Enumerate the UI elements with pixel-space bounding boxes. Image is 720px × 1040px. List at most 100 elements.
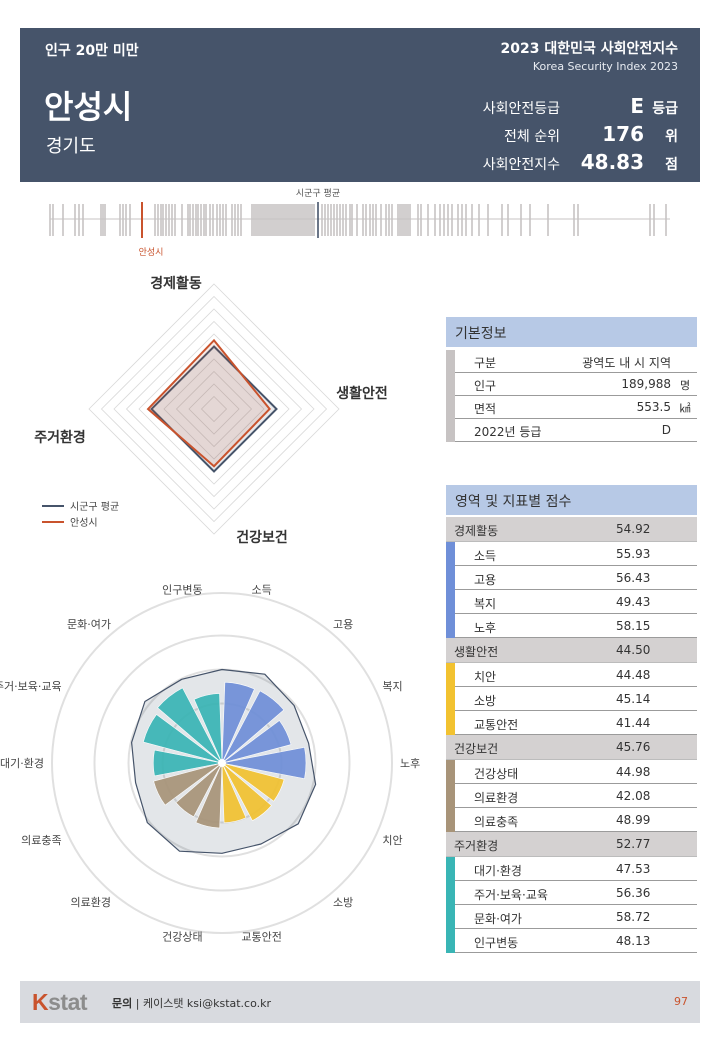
indicator-score: 44.48: [616, 668, 651, 682]
polar-bar: [142, 714, 223, 764]
radar-axis-economy: 경제활동: [150, 275, 202, 292]
polar-category-label: 치안: [382, 834, 402, 847]
indicator-score-row: 의료환경 42.08: [446, 784, 697, 808]
indicator-score-row: 주거·보육·교육 56.36: [446, 881, 697, 905]
polar-category-label: 노후: [400, 757, 420, 770]
domain-name: 경제활동: [454, 524, 499, 538]
domain-score: 44.50: [616, 643, 651, 657]
legend-avg-label: 시군구 평균: [70, 501, 119, 513]
kstat-logo: Kstat: [32, 989, 88, 1015]
polar-category-label: 소득: [251, 584, 271, 597]
domain-color-bar: [446, 687, 455, 711]
info-value: 553.5: [636, 400, 671, 414]
domain-color-bar: [446, 760, 455, 784]
polar-bar: [175, 762, 223, 818]
polar-category-label: 문화·여가: [67, 618, 111, 631]
indicator-score: 44.98: [616, 765, 651, 779]
domain-color-bar: [446, 663, 455, 687]
indicator-score: 45.14: [616, 692, 651, 706]
polar-category-label: 복지: [382, 680, 402, 693]
province-name: 경기도: [46, 136, 96, 157]
indicator-score-row: 문화·여가 58.72: [446, 905, 697, 929]
header-panel: 인구 20만 미만 2023 대한민국 사회안전지수 Korea Securit…: [20, 28, 700, 182]
radar-axis-housing: 주거환경: [34, 429, 86, 446]
footer: Kstat 문의 | 케이스탯 ksi@kstat.co.kr 97: [20, 981, 700, 1023]
overall-rank-label: 전체 순위: [504, 129, 560, 145]
polar-bar: [221, 681, 255, 764]
polar-category-label: 주거·보육·교육: [0, 680, 62, 693]
indicator-name: 소득: [474, 549, 497, 563]
indicator-score-row: 교통안전 41.44: [446, 711, 697, 735]
domain-score-row: 생활안전 44.50: [446, 638, 697, 663]
safety-index-value: 48.83: [580, 150, 644, 174]
safety-grade-value: E: [630, 94, 644, 118]
indicator-score: 48.99: [616, 813, 651, 827]
report-subtitle: Korea Security Index 2023: [532, 60, 678, 73]
indicator-score: 42.08: [616, 789, 651, 803]
polar-bar: [152, 749, 223, 777]
info-row-area: 면적 553.5 ㎢: [446, 396, 697, 419]
domain-color-bar: [446, 881, 455, 905]
domain-color-bar: [446, 711, 455, 735]
indicator-score: 55.93: [616, 547, 651, 561]
polar-bar: [193, 693, 223, 764]
polar-category-label: 교통안전: [241, 931, 281, 944]
distribution-strip: 시군구 평균 안성시: [49, 188, 670, 258]
info-value: 189,988: [621, 377, 671, 391]
domain-score: 52.77: [616, 837, 651, 851]
radar-grid-ring: [188, 383, 240, 435]
radar-grid-ring: [113, 308, 315, 510]
indicator-score: 56.43: [616, 571, 651, 585]
indicator-name: 대기·환경: [474, 864, 522, 878]
indicator-name: 건강상태: [474, 767, 519, 781]
indicator-name: 의료환경: [474, 791, 519, 805]
polar-category-label: 대기·환경: [0, 757, 44, 770]
radar-axis-safety: 생활안전: [336, 385, 388, 402]
polar-grid-ring: [93, 634, 351, 892]
info-row-type: 구분 광역도 내 시 지역: [446, 350, 697, 373]
safety-index-label: 사회안전지수: [482, 157, 560, 173]
polar-category-label: 소방: [333, 896, 353, 909]
polar-category-label: 건강상태: [162, 931, 202, 944]
domain-name: 주거환경: [454, 839, 499, 853]
indicator-score: 41.44: [616, 716, 651, 730]
polar-bar: [157, 687, 223, 764]
info-key: 구분: [474, 356, 497, 370]
info-unit: 명: [679, 379, 691, 392]
indicator-score-row: 인구변동 48.13: [446, 929, 697, 953]
domain-score-row: 경제활동 54.92: [446, 517, 697, 542]
indicator-score-row: 소득 55.93: [446, 542, 697, 566]
domain-radar-chart: 경제활동 생활안전 건강보건 주거환경 시군구 평균 안성시: [34, 275, 388, 546]
indicator-score: 56.36: [616, 886, 651, 900]
strip-city-label: 안성시: [139, 247, 164, 258]
indicator-score-row: 복지 49.43: [446, 590, 697, 614]
overall-rank: 전체 순위 176 위: [450, 122, 678, 148]
indicator-name: 교통안전: [474, 718, 519, 732]
polar-bar: [221, 690, 285, 764]
contact-info: 문의 | 케이스탯 ksi@kstat.co.kr: [112, 997, 272, 1010]
domain-color-bar: [446, 566, 455, 590]
info-table: 구분 광역도 내 시 지역 인구 189,988 명 면적 553.5 ㎢ 2022년 등…: [446, 350, 697, 442]
indicator-score-row: 소방 45.14: [446, 687, 697, 711]
radar-grid-ring: [175, 370, 253, 448]
domain-score-row: 주거환경 52.77: [446, 832, 697, 857]
polar-bar: [221, 762, 247, 824]
polar-grid-ring: [51, 592, 393, 934]
polar-category-label: 의료환경: [71, 896, 111, 909]
domain-score: 54.92: [616, 522, 651, 536]
indicator-name: 의료충족: [474, 815, 519, 829]
indicator-score-row: 노후 58.15: [446, 614, 697, 638]
polar-category-label: 의료충족: [21, 834, 61, 847]
indicator-score-row: 치안 44.48: [446, 663, 697, 687]
polar-bar: [221, 746, 307, 780]
domain-color-bar: [446, 929, 455, 953]
indicator-score: 48.13: [616, 934, 651, 948]
info-value: D: [661, 423, 671, 437]
polar-bar: [195, 762, 223, 829]
polar-category-label: 인구변동: [162, 584, 202, 597]
safety-index-unit: 점: [665, 157, 678, 173]
scores-table: 경제활동 54.92 소득 55.93 고용 56.43 복지 49.43 노후 58.15 생활안…: [446, 517, 697, 953]
info-key: 인구: [474, 379, 497, 393]
polar-bar: [221, 720, 292, 764]
radar-grid-ring: [138, 333, 290, 485]
